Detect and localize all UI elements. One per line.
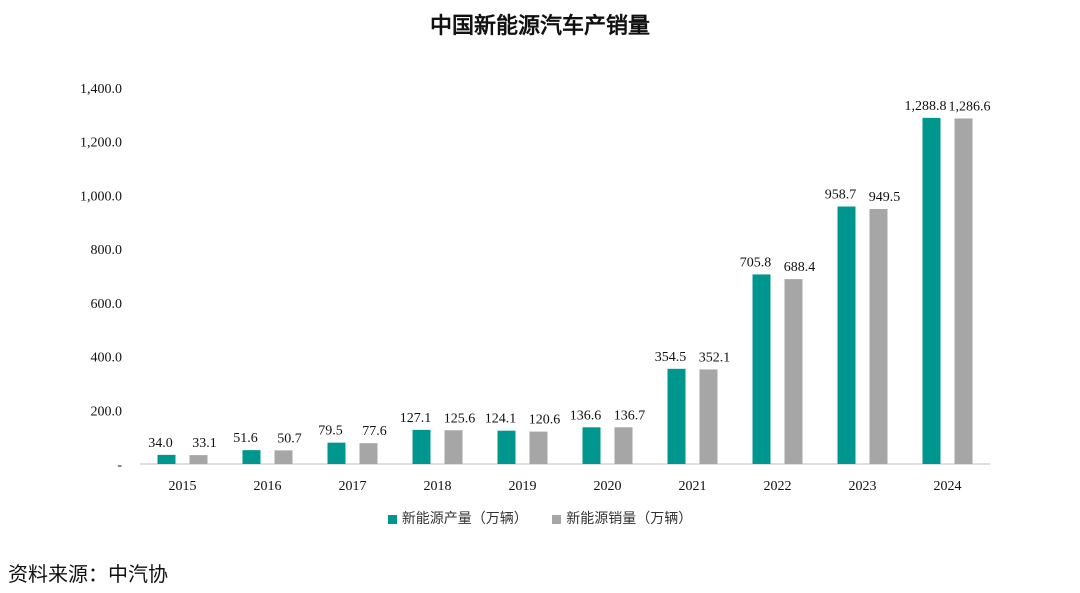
bar-production <box>752 274 771 464</box>
source-note: 资料来源：中汽协 <box>8 562 168 586</box>
bar-production <box>242 450 261 464</box>
x-tick-label: 2018 <box>424 479 452 494</box>
bar-sales <box>444 430 463 464</box>
bar-production <box>497 430 516 464</box>
legend: 新能源产量（万辆） 新能源销量（万辆） <box>0 508 1080 528</box>
x-tick-label: 2017 <box>339 479 367 494</box>
legend-swatch-sales <box>552 514 562 524</box>
data-label-sales: 688.4 <box>784 260 816 275</box>
data-label-production: 705.8 <box>740 255 772 270</box>
data-label-production: 51.6 <box>233 431 258 446</box>
y-tick-label: - <box>117 458 122 473</box>
bar-production <box>157 454 176 464</box>
legend-label-sales: 新能源销量（万辆） <box>566 511 693 527</box>
y-tick-label: 800.0 <box>91 243 123 258</box>
data-label-sales: 1,286.6 <box>949 99 991 114</box>
bar-sales <box>954 118 973 465</box>
bar-sales <box>784 279 803 464</box>
x-tick-label: 2015 <box>169 479 197 494</box>
data-label-production: 127.1 <box>400 411 432 426</box>
data-label-sales: 120.6 <box>529 413 561 428</box>
y-tick-label: 200.0 <box>91 404 123 419</box>
x-tick-label: 2019 <box>509 479 537 494</box>
legend-item-sales: 新能源销量（万辆） <box>552 508 692 528</box>
bar-production <box>667 368 686 464</box>
y-tick-label: 1,400.0 <box>80 82 122 97</box>
bar-production <box>922 117 941 464</box>
bar-production <box>412 429 431 464</box>
y-tick-label: 1,000.0 <box>80 189 122 204</box>
y-tick-label: 1,200.0 <box>80 136 122 151</box>
y-tick-label: 400.0 <box>91 351 123 366</box>
bar-production <box>327 442 346 464</box>
x-tick-label: 2024 <box>934 479 962 494</box>
data-label-production: 958.7 <box>825 188 857 203</box>
data-label-production: 1,288.8 <box>905 99 947 114</box>
data-label-production: 124.1 <box>485 412 517 427</box>
data-label-production: 136.6 <box>570 408 602 423</box>
x-tick-label: 2023 <box>849 479 877 494</box>
y-tick-label: 600.0 <box>91 297 123 312</box>
data-labels: 34.0 33.1 51.6 50.7 79.5 77.6 127.1 125.6 124.1 1… <box>148 99 990 451</box>
data-label-sales: 352.1 <box>699 350 731 365</box>
bar-sales <box>359 443 378 464</box>
data-label-sales: 949.5 <box>869 190 901 205</box>
data-label-production: 79.5 <box>318 424 343 439</box>
chart-title: 中国新能源汽车产销量 <box>429 14 650 39</box>
bar-sales <box>869 208 888 464</box>
x-axis: 2015 2016 2017 2018 2019 2020 2021 2022 2023 2024 <box>140 463 990 494</box>
data-label-sales: 125.6 <box>444 411 476 426</box>
data-label-production: 354.5 <box>655 350 687 365</box>
legend-item-production: 新能源产量（万辆） <box>387 508 528 528</box>
bar-sales <box>529 431 548 464</box>
x-tick-label: 2016 <box>254 479 282 494</box>
x-tick-label: 2020 <box>594 479 622 494</box>
data-label-sales: 50.7 <box>277 431 302 446</box>
data-label-sales: 33.1 <box>192 436 217 451</box>
bars <box>157 117 973 465</box>
legend-swatch-production <box>387 514 397 524</box>
bar-sales <box>614 427 633 464</box>
y-axis: - 200.0 400.0 600.0 800.0 1,000.0 1,200.0 1,400… <box>80 82 122 473</box>
bar-chart: - 200.0 400.0 600.0 800.0 1,000.0 1,200.0 1,400… <box>80 82 991 494</box>
bar-production <box>837 206 856 464</box>
data-label-sales: 136.7 <box>614 408 646 423</box>
bar-sales <box>699 369 718 464</box>
x-tick-label: 2021 <box>679 479 707 494</box>
legend-label-production: 新能源产量（万辆） <box>401 511 528 527</box>
bar-sales <box>189 455 208 464</box>
bar-sales <box>274 450 293 464</box>
x-tick-label: 2022 <box>764 479 792 494</box>
bar-production <box>582 427 601 464</box>
data-label-production: 34.0 <box>148 436 173 451</box>
data-label-sales: 77.6 <box>362 424 387 439</box>
